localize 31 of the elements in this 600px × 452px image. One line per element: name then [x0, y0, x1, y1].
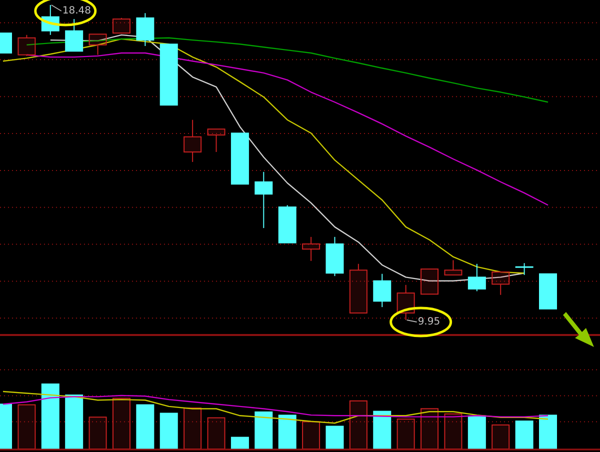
bar [230, 436, 249, 450]
candlestick [254, 171, 273, 229]
annotation: 9.95 [418, 316, 440, 328]
bar [373, 410, 392, 450]
bar [349, 400, 368, 450]
candlestick [373, 273, 392, 308]
bar [515, 420, 534, 450]
bar [326, 426, 344, 450]
bar [136, 404, 154, 450]
bar [112, 398, 130, 450]
bar [88, 416, 107, 450]
bar [207, 417, 226, 450]
bar [278, 414, 296, 450]
candlestick [18, 34, 36, 56]
bar [184, 408, 202, 450]
annotation: 18.48 [62, 6, 92, 17]
bar [420, 408, 439, 450]
bar [65, 394, 84, 450]
bar [468, 415, 486, 450]
candlestick [136, 12, 154, 46]
bar [302, 421, 320, 450]
bar [18, 404, 36, 450]
bar [41, 384, 60, 450]
bar [444, 413, 462, 450]
bar [254, 411, 273, 450]
bar [396, 418, 415, 450]
bar [492, 424, 510, 450]
candlestick [184, 119, 202, 162]
candlestick [302, 236, 320, 262]
bar [539, 414, 557, 450]
bar [160, 412, 178, 450]
